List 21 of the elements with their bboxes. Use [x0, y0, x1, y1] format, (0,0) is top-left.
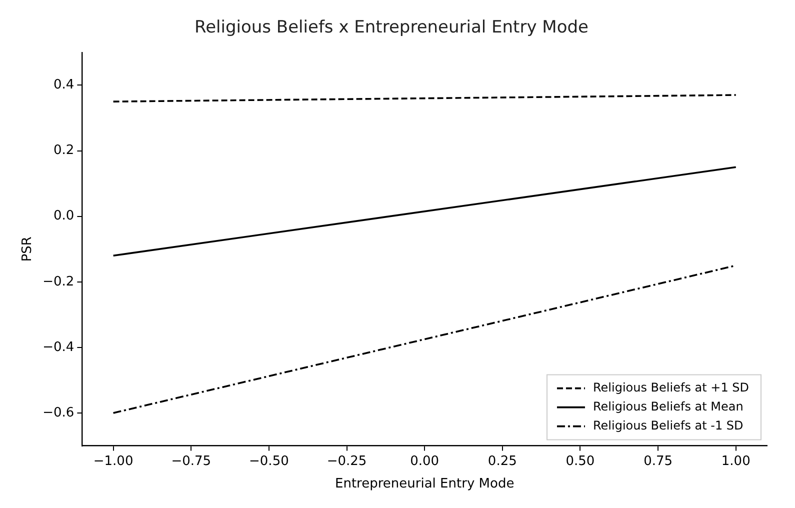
y-tick-label: −0.4 — [42, 340, 74, 355]
legend-label: Religious Beliefs at -1 SD — [592, 418, 744, 432]
y-tick-label: 0.0 — [53, 208, 74, 224]
legend-label: Religious Beliefs at Mean — [592, 399, 744, 414]
x-tick-label: 0.00 — [410, 454, 440, 469]
x-tick-label: −0.75 — [171, 454, 212, 469]
y-axis-title: PSR — [20, 236, 36, 262]
x-tick-label: 0.75 — [644, 454, 673, 469]
x-tick-label: −0.50 — [249, 454, 289, 469]
y-tick-label: 0.2 — [53, 143, 74, 158]
legend-label: Religious Beliefs at +1 SD — [592, 380, 750, 394]
chart-title: Religious Beliefs x Entrepreneurial Entry Mode — [194, 18, 588, 38]
y-tick-label: −0.6 — [42, 405, 74, 420]
x-tick-label: 0.50 — [566, 454, 595, 469]
x-tick-label: −0.25 — [326, 454, 367, 469]
x-tick-label: 0.25 — [488, 454, 517, 469]
y-tick-label: −0.2 — [42, 274, 74, 290]
x-tick-label: 1.00 — [721, 454, 750, 469]
y-tick-label: 0.4 — [53, 78, 74, 93]
x-tick-label: −1.00 — [93, 454, 134, 469]
x-axis-title: Entrepreneurial Entry Mode — [334, 476, 514, 492]
